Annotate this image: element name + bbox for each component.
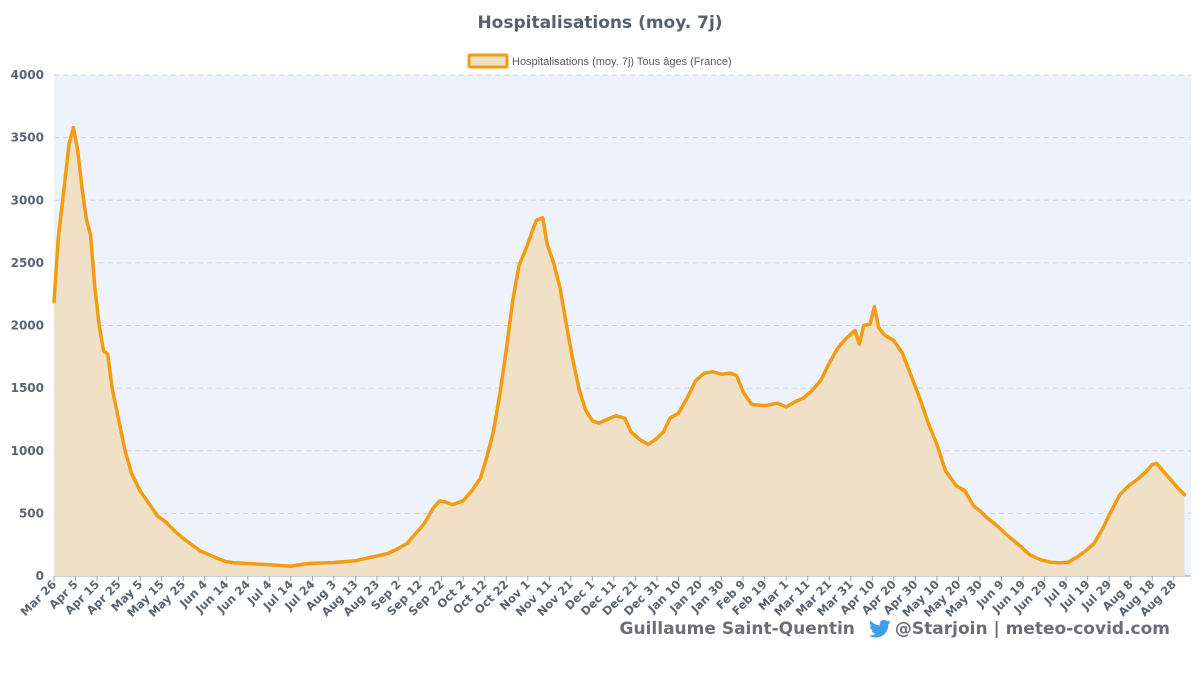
twitter-bird-icon — [868, 619, 891, 638]
legend-label: Hospitalisations (moy. 7j) Tous âges (Fr… — [512, 56, 732, 68]
y-tick-label: 3500 — [11, 131, 44, 145]
y-tick-label: 1500 — [11, 381, 44, 395]
series-line — [52, 125, 1187, 568]
y-axis: 0 500 1000 1500 2000 2500 3000 3500 4000 — [11, 68, 44, 583]
y-tick-label: 500 — [19, 506, 44, 520]
legend[interactable]: Hospitalisations (moy. 7j) Tous âges (Fr… — [467, 53, 732, 69]
y-tick-label: 3000 — [11, 193, 44, 207]
author-name: Guillaume Saint-Quentin — [619, 619, 855, 639]
series-fill — [54, 127, 1185, 576]
y-tick-label: 2000 — [11, 319, 44, 333]
y-tick-label: 2500 — [11, 256, 44, 270]
legend-swatch — [467, 53, 509, 69]
footer-credit: Guillaume Saint-Quentin @Starjoin | mete… — [620, 616, 1170, 642]
y-tick-label: 0 — [36, 569, 44, 583]
chart-title: Hospitalisations (moy. 7j) — [477, 13, 722, 33]
y-tick-label: 4000 — [11, 68, 44, 82]
series-area — [52, 125, 1187, 576]
y-tick-label: 1000 — [11, 444, 44, 458]
handle-and-site: @Starjoin | meteo-covid.com — [894, 619, 1170, 639]
